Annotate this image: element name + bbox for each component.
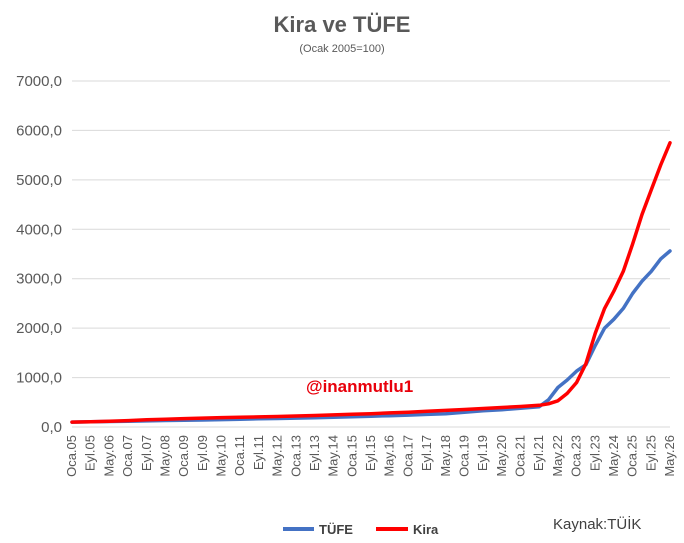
y-tick-label: 6000,0	[16, 122, 62, 139]
x-tick-label: May.12	[270, 435, 285, 477]
x-tick-label: May.06	[101, 435, 116, 477]
series-lines	[70, 141, 672, 424]
x-tick-label: Oca.25	[625, 435, 640, 477]
x-tick-label: Eyl.09	[195, 435, 210, 471]
y-tick-label: 2000,0	[16, 320, 62, 337]
grid-lines	[72, 80, 670, 428]
x-tick-label: Oca.21	[513, 435, 528, 477]
x-tick-label: May.22	[550, 435, 565, 477]
series-line-tufe	[70, 249, 672, 424]
chart-title: Kira ve TÜFE	[274, 12, 411, 37]
x-tick-label: Oca.07	[120, 435, 135, 477]
x-tick-label: Oca.11	[232, 435, 247, 476]
x-tick-label: Eyl.05	[83, 435, 98, 471]
y-tick-label: 3000,0	[16, 271, 62, 288]
legend-label-tufe: TÜFE	[319, 522, 353, 537]
legend-label-kira: Kira	[413, 522, 439, 537]
y-tick-label: 7000,0	[16, 73, 62, 90]
source-note: Kaynak:TÜİK	[553, 515, 641, 533]
legend: TÜFE Kira	[283, 522, 439, 537]
x-tick-label: Eyl.19	[475, 435, 490, 471]
x-tick-label: Eyl.13	[307, 435, 322, 471]
x-tick-label: Oca.17	[400, 435, 415, 477]
y-tick-label: 5000,0	[16, 172, 62, 189]
x-tick-label: Eyl.23	[587, 435, 602, 471]
x-tick-label: Oca.19	[456, 435, 471, 477]
x-tick-label: May.08	[157, 435, 172, 477]
x-tick-label: Oca.23	[569, 435, 584, 477]
y-tick-label: 1000,0	[16, 370, 62, 387]
x-tick-label: May.16	[382, 435, 397, 477]
x-axis: Oca.05 Eyl.05 May.06 Oca.07 Eyl.07 May.08 Oca.…	[64, 435, 677, 477]
watermark-annotation: @inanmutlu1	[306, 377, 413, 396]
x-tick-label: Oca.05	[64, 435, 79, 477]
x-tick-label: Oca.13	[288, 435, 303, 477]
x-tick-label: Eyl.15	[363, 435, 378, 471]
y-tick-label: 0,0	[41, 419, 62, 436]
chart-subtitle: (Ocak 2005=100)	[299, 43, 384, 55]
x-tick-label: May.10	[214, 435, 229, 477]
x-tick-label: Oca.09	[176, 435, 191, 477]
x-tick-label: Eyl.07	[139, 435, 154, 471]
y-tick-label: 4000,0	[16, 221, 62, 238]
series-line-kira	[70, 141, 672, 424]
x-tick-label: May.14	[326, 435, 341, 477]
x-tick-label: May.26	[662, 435, 677, 477]
x-tick-label: Eyl.25	[643, 435, 658, 471]
x-tick-label: May.24	[606, 435, 621, 477]
y-axis: 0,0 1000,0 2000,0 3000,0 4000,0 5000,0 6000,0 7…	[16, 73, 62, 436]
x-tick-label: May.20	[494, 435, 509, 477]
x-tick-label: Eyl.11	[251, 435, 266, 470]
x-tick-label: Oca.15	[344, 435, 359, 477]
x-tick-label: May.18	[438, 435, 453, 477]
x-tick-label: Eyl.21	[531, 435, 546, 471]
x-tick-label: Eyl.17	[419, 435, 434, 471]
